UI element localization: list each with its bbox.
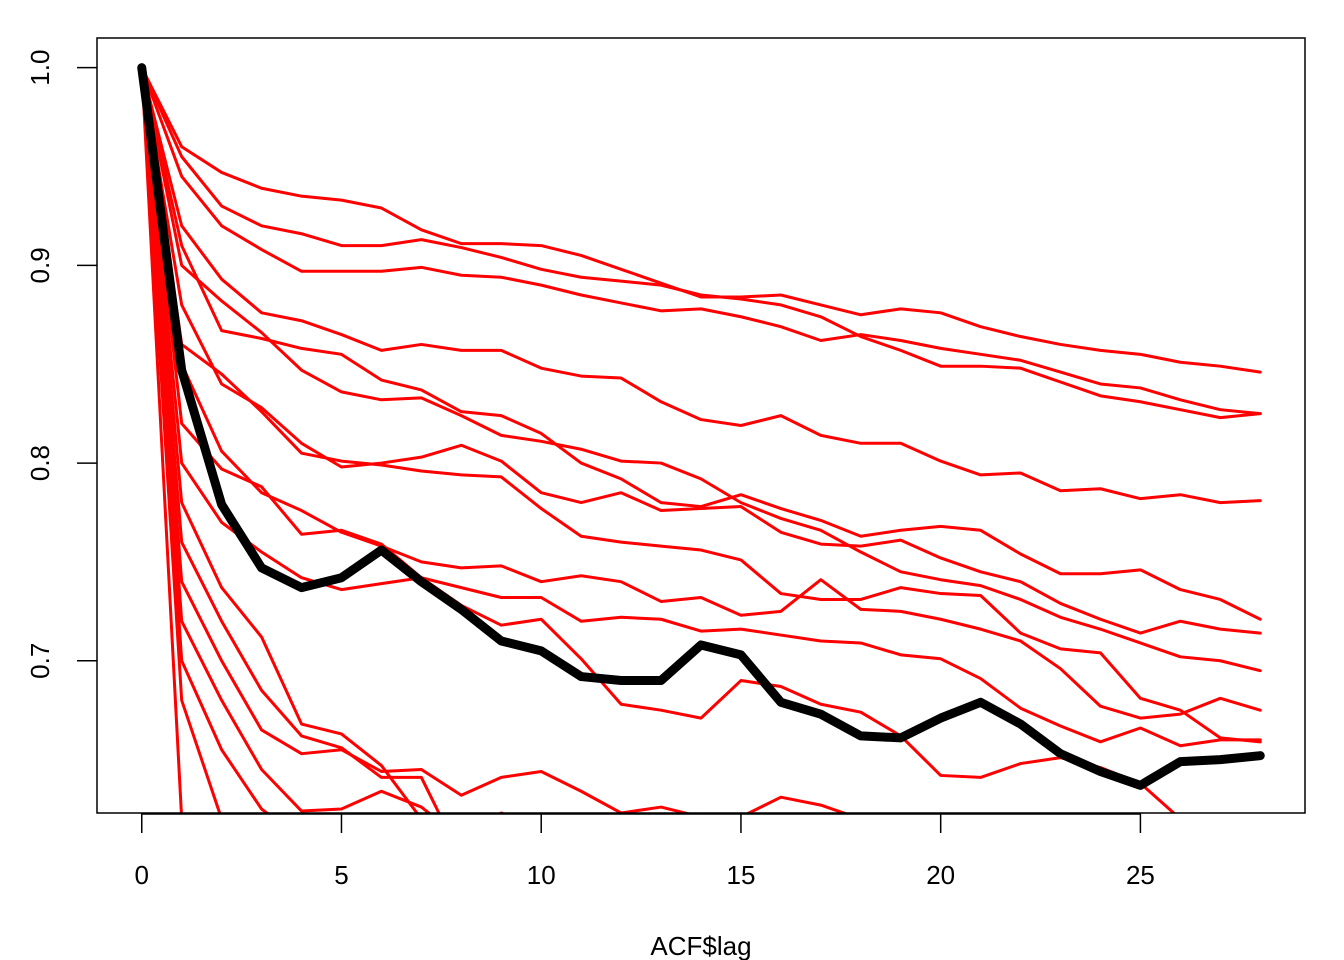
x-tick-label: 10	[527, 860, 556, 890]
series-line	[140, 66, 849, 813]
x-tick-label: 25	[1126, 860, 1155, 890]
series-line	[140, 66, 1262, 374]
y-tick-label: 0.9	[25, 247, 55, 283]
series-line	[140, 66, 1262, 416]
series-line	[140, 66, 419, 813]
x-tick-label: 15	[726, 860, 755, 890]
series-line	[140, 66, 1262, 673]
series-line	[140, 66, 1262, 720]
series-line	[140, 66, 1262, 621]
y-tick-label: 0.7	[25, 643, 55, 679]
plot-frame	[96, 37, 1306, 814]
series-line	[140, 66, 1176, 813]
series-line	[140, 66, 441, 813]
y-tick-label: 1.0	[25, 50, 55, 86]
y-tick-label: 0.8	[25, 445, 55, 481]
series-line	[140, 66, 1262, 748]
series-line	[140, 66, 1262, 420]
series-line	[140, 66, 1262, 744]
plot-lines	[137, 63, 1265, 813]
series-line	[140, 66, 506, 813]
series-line	[137, 63, 1265, 790]
x-axis-label: ACF$lag	[650, 931, 751, 960]
x-tick-label: 5	[334, 860, 348, 890]
x-tick-label: 0	[135, 860, 149, 890]
x-tick-label: 20	[926, 860, 955, 890]
series-line	[140, 66, 1262, 505]
